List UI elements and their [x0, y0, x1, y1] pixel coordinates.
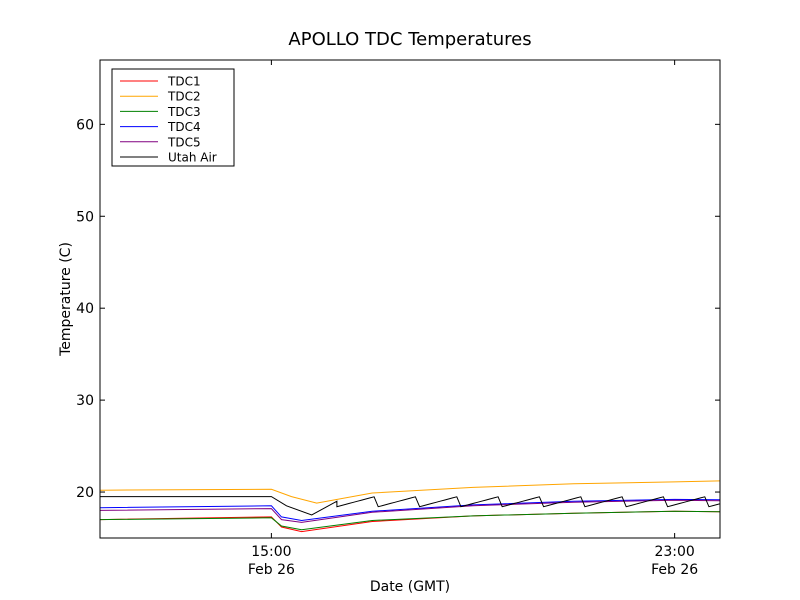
y-tick-label: 20 [76, 485, 94, 501]
y-tick-label: 50 [76, 209, 94, 225]
legend-label: Utah Air [168, 151, 217, 165]
x-tick-date-label: Feb 26 [248, 562, 295, 578]
series-line-tdc5 [100, 499, 720, 523]
x-tick-date-label: Feb 26 [651, 562, 698, 578]
y-tick-label: 60 [76, 117, 94, 133]
y-tick-label: 30 [76, 393, 94, 409]
series-line-tdc3 [100, 510, 720, 531]
y-axis-label: Temperature (C) [58, 242, 74, 357]
x-axis-label: Date (GMT) [370, 579, 450, 595]
legend-box [111, 68, 235, 167]
legend-label: TDC1 [167, 75, 201, 89]
y-tick-label: 40 [76, 301, 94, 317]
chart-title: APOLLO TDC Temperatures [288, 29, 531, 50]
legend-label: TDC2 [167, 90, 201, 104]
legend-label: TDC5 [167, 135, 201, 149]
legend-label: TDC4 [167, 120, 201, 134]
x-tick-time-label: 15:00 [251, 544, 291, 560]
plot-frame [99, 59, 721, 539]
x-tick-time-label: 23:00 [654, 544, 694, 560]
series-line-utah-air [100, 496, 720, 516]
series-layer [100, 480, 720, 533]
legend-label: TDC3 [167, 105, 201, 119]
